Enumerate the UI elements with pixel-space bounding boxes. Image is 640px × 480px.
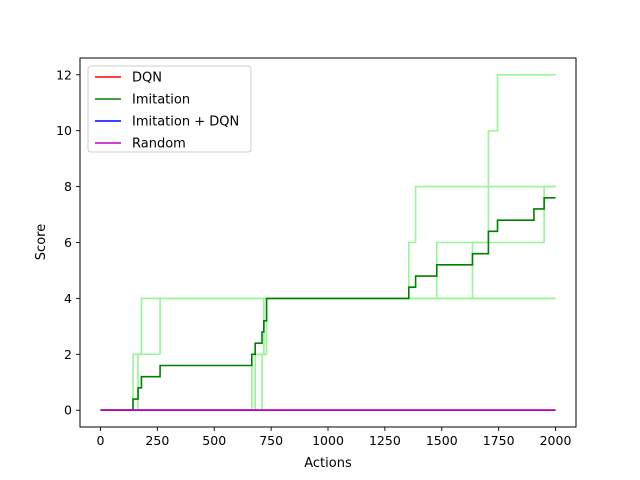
x-tick-label: 0 — [97, 433, 105, 448]
y-axis-title: Score — [34, 224, 49, 260]
legend-box — [87, 65, 252, 153]
legend: DQN Imitation Imitation + DQN Random — [87, 65, 252, 153]
y-tick-label: 6 — [64, 235, 72, 250]
y-tick-label: 12 — [56, 67, 72, 82]
y-tick-label: 2 — [64, 347, 72, 362]
x-tick-label: 250 — [145, 433, 169, 448]
y-tick-label: 8 — [64, 179, 72, 194]
ticks-layer: 0 250 500 750 1000 1250 1500 1750 2000 0 2 4 6 8 10 12 — [56, 67, 571, 448]
x-tick-label: 1500 — [426, 433, 458, 448]
series-line-imitation — [100, 196, 556, 412]
x-tick-label: 1250 — [369, 433, 401, 448]
x-axis-title: Actions — [304, 456, 352, 471]
legend-label-dqn: DQN — [132, 71, 162, 86]
series-layer — [100, 196, 556, 412]
run-line-5 — [100, 185, 556, 412]
x-tick-label: 1750 — [483, 433, 515, 448]
y-tick-label: 10 — [56, 123, 72, 138]
y-tick-label: 4 — [64, 291, 72, 306]
legend-label-random: Random — [132, 137, 186, 152]
x-tick-label: 750 — [259, 433, 283, 448]
y-tick-label: 0 — [64, 403, 72, 418]
legend-label-imitation-dqn: Imitation + DQN — [132, 115, 239, 130]
x-tick-label: 2000 — [540, 433, 572, 448]
x-tick-label: 1000 — [312, 433, 344, 448]
legend-label-imitation: Imitation — [132, 93, 190, 108]
x-tick-label: 500 — [202, 433, 226, 448]
